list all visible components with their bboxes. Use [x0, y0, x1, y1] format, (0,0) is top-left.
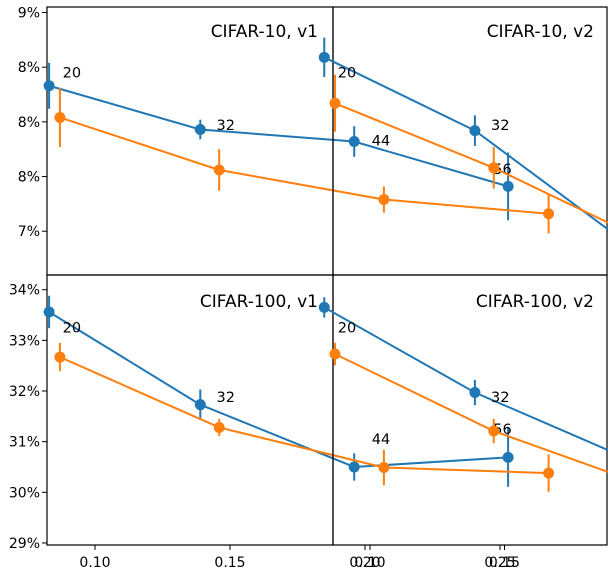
y-tick-label: 8%	[18, 170, 40, 186]
y-tick-label: 32%	[9, 384, 40, 400]
panel-title: CIFAR-10, v1	[211, 22, 318, 42]
depth-annotation: 44	[372, 432, 390, 448]
series-0-point	[43, 80, 55, 92]
panel-cifar100-v1: CIFAR-100, v1 29% 30% 31% 32% 33% 34% 0.10 0.15…	[9, 274, 555, 571]
series-0-point	[43, 306, 55, 318]
depth-annotation: 32	[491, 390, 509, 406]
series-0-line	[323, 306, 608, 452]
y-tick-label: 7%	[18, 224, 40, 240]
series-1-line	[59, 356, 549, 475]
x-tick-label: 0.25	[484, 555, 515, 571]
series-1-point	[54, 111, 66, 123]
series-1-point	[378, 194, 390, 206]
axes-frame	[46, 274, 334, 546]
depth-annotation: 44	[372, 133, 390, 149]
series-0-point	[318, 51, 330, 63]
x-tick-label: 0.10	[354, 555, 385, 571]
series-1-line	[334, 353, 608, 474]
series-0-line	[323, 56, 608, 231]
panel-title: CIFAR-100, v1	[200, 292, 318, 312]
series-1-point	[488, 162, 500, 174]
series-0-point	[194, 399, 206, 411]
y-tick-label: 33%	[9, 333, 40, 349]
series-1-point	[329, 348, 341, 360]
y-tick-label: 8%	[18, 60, 40, 76]
series-1-point	[213, 421, 225, 433]
series-1-point	[54, 351, 66, 363]
panel-title: CIFAR-100, v2	[476, 292, 594, 312]
x-tick-label: 0.15	[214, 555, 245, 571]
series-0-point	[469, 387, 481, 399]
series-1-point	[543, 208, 555, 220]
depth-annotation: 20	[338, 321, 356, 337]
series-0-line	[48, 311, 509, 469]
depth-annotation: 20	[63, 321, 81, 337]
series-1-point	[329, 97, 341, 109]
series-0-point	[318, 301, 330, 313]
depth-annotation: 32	[217, 390, 235, 406]
series-0-point	[194, 124, 206, 136]
y-tick-label: 8%	[18, 115, 40, 131]
y-tick-label: 34%	[9, 283, 40, 299]
y-tick-label: 31%	[9, 435, 40, 451]
x-tick-label: 0.10	[79, 555, 110, 571]
series-0-line	[48, 84, 509, 188]
series-1-line	[334, 102, 608, 224]
axes-frame	[46, 6, 334, 276]
depth-annotation: 32	[491, 118, 509, 134]
panel-title: CIFAR-10, v2	[487, 22, 594, 42]
series-1-line	[59, 116, 549, 215]
x-tick-label: 0.20	[349, 555, 380, 571]
series-0-point	[502, 451, 514, 463]
series-1-point	[378, 461, 390, 473]
series-1-point	[488, 425, 500, 437]
series-1-point	[543, 467, 555, 479]
depth-annotation: 32	[217, 118, 235, 134]
x-tick-label: 0.15	[489, 555, 520, 571]
y-tick-label: 9%	[18, 5, 40, 21]
series-1-point	[213, 164, 225, 176]
y-tick-label: 29%	[9, 536, 40, 552]
depth-annotation: 20	[338, 66, 356, 82]
y-tick-label: 30%	[9, 485, 40, 501]
series-0-point	[502, 180, 514, 192]
depth-annotation: 20	[63, 66, 81, 82]
series-0-point	[469, 125, 481, 137]
axes-frame	[332, 274, 608, 546]
series-0-point	[348, 461, 360, 473]
series-0-point	[348, 136, 360, 148]
